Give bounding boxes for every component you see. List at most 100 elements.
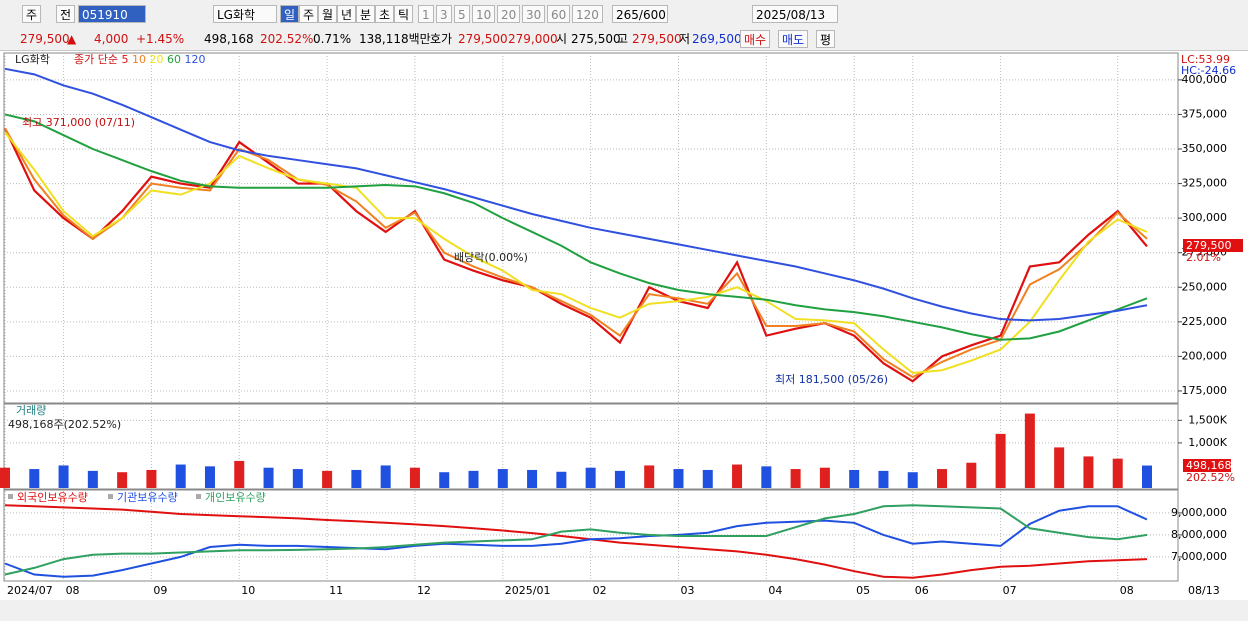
interval-button[interactable]: 10 bbox=[472, 5, 496, 23]
volume-bar bbox=[322, 470, 333, 488]
y-tick-label: 200,000 bbox=[1182, 349, 1228, 362]
volume-bar bbox=[380, 465, 391, 488]
volume-bar bbox=[1054, 447, 1065, 488]
last-volume-box bbox=[1183, 459, 1231, 472]
x-tick-label: 12 bbox=[417, 584, 431, 597]
y-tick-label: 175,000 bbox=[1182, 384, 1228, 397]
legend-swatch bbox=[8, 494, 13, 499]
period-button[interactable]: 분 bbox=[356, 5, 376, 23]
period-button[interactable]: 초 bbox=[375, 5, 395, 23]
buy-button[interactable]: 매수 bbox=[740, 30, 771, 48]
x-tick-label: 05 bbox=[856, 584, 870, 597]
sell-button[interactable]: 매도 bbox=[778, 30, 809, 48]
legend: 종가 단순 5 10 20 60 120 bbox=[74, 53, 205, 66]
last-price-box bbox=[1183, 239, 1243, 252]
volume-bar bbox=[1083, 456, 1094, 488]
y-tick-label: 225,000 bbox=[1182, 315, 1228, 328]
period-button[interactable]: 월 bbox=[318, 5, 338, 23]
interval-button[interactable]: 3 bbox=[436, 5, 452, 23]
legend-entry: 개인보유수량 bbox=[205, 491, 266, 504]
volume-pct: 202.52% bbox=[260, 32, 314, 46]
annotation: 최저 181,500 (05/26) bbox=[775, 373, 888, 386]
arrow: ▲ bbox=[67, 32, 77, 46]
period-button[interactable]: 일 bbox=[280, 5, 300, 23]
panel-label: LG화학 bbox=[15, 53, 50, 66]
last-volume: 498,168 bbox=[1186, 459, 1232, 472]
corner-label: LC:53.99 bbox=[1181, 53, 1230, 66]
series-line bbox=[4, 504, 1148, 579]
volume-bar bbox=[585, 467, 596, 488]
volume-bar bbox=[1112, 458, 1123, 488]
chart-area: 2024/07 08 09 10 11 12 2025/01 02 03 04 05 06 07 08 08… bbox=[0, 52, 1248, 621]
volume-bar bbox=[439, 472, 450, 488]
stock-name: LG화학 bbox=[213, 5, 277, 23]
quote-label: 호가 bbox=[430, 32, 453, 46]
eval-button[interactable]: 평 bbox=[816, 30, 836, 48]
period-button[interactable]: 주 bbox=[299, 5, 319, 23]
count-max: /600 bbox=[638, 8, 666, 22]
ask: 279,500 bbox=[458, 32, 508, 46]
scrollbar[interactable] bbox=[0, 600, 1248, 621]
legend-swatch bbox=[108, 494, 113, 499]
count: 265 bbox=[616, 8, 639, 22]
volume-bar bbox=[29, 469, 40, 488]
info-bar: 279,500 ▲ 4,000 +1.45% 498,168 202.52% 0… bbox=[0, 28, 1248, 51]
volume-bar bbox=[995, 433, 1006, 488]
market-select[interactable]: 주 bbox=[22, 5, 42, 23]
period-button[interactable]: 틱 bbox=[394, 5, 414, 23]
open-label: 시 bbox=[556, 32, 568, 46]
y-tick-label: 325,000 bbox=[1182, 177, 1228, 190]
legend-entry: 20 bbox=[149, 53, 163, 66]
volume-bar bbox=[1142, 465, 1152, 488]
x-tick-label: 10 bbox=[241, 584, 255, 597]
change: 4,000 bbox=[94, 32, 129, 46]
volume-bar bbox=[117, 472, 128, 488]
interval-button[interactable]: 1 bbox=[418, 5, 434, 23]
x-tick-label: 2025/01 bbox=[505, 584, 551, 597]
prev-button[interactable]: 전 bbox=[56, 5, 76, 23]
volume-bar bbox=[351, 469, 362, 488]
date-input[interactable]: 2025/08/13 bbox=[752, 5, 838, 23]
bid: 279,000 bbox=[508, 32, 558, 46]
volume-bar bbox=[937, 469, 948, 488]
interval-button[interactable]: 120 bbox=[572, 5, 603, 23]
amount: 138,118백만 bbox=[359, 32, 431, 46]
x-tick-label: 08 bbox=[1120, 584, 1134, 597]
volume-bar bbox=[1024, 413, 1035, 488]
legend-entry: 기관보유수량 bbox=[117, 491, 178, 504]
series-line bbox=[4, 127, 1148, 383]
x-tick-label: 08 bbox=[66, 584, 80, 597]
last-volume-change: 202.52% bbox=[1186, 471, 1235, 484]
period-button[interactable]: 년 bbox=[337, 5, 357, 23]
volume-bar bbox=[527, 469, 538, 488]
y-tick-label: 350,000 bbox=[1182, 142, 1228, 155]
y-tick-label: 9,000,000 bbox=[1171, 506, 1227, 519]
x-end-label: 08/13 bbox=[1188, 584, 1220, 597]
legend-entry: 120 bbox=[184, 53, 205, 66]
volume-bar bbox=[878, 470, 889, 488]
high-label: 고 bbox=[617, 32, 629, 46]
volume-bar bbox=[966, 462, 977, 488]
x-tick-label: 04 bbox=[768, 584, 782, 597]
volume-bar bbox=[204, 466, 215, 488]
y-tick-label: 375,000 bbox=[1182, 107, 1228, 120]
interval-button[interactable]: 5 bbox=[454, 5, 470, 23]
low-label: 저 bbox=[679, 32, 691, 46]
x-tick-label: 02 bbox=[593, 584, 607, 597]
x-tick-label: 09 bbox=[153, 584, 167, 597]
series-line bbox=[4, 113, 1148, 341]
y-tick-label: 7,000,000 bbox=[1171, 550, 1227, 563]
code-input[interactable]: 051910 bbox=[78, 5, 146, 23]
annotation: 배당락(0.00%) bbox=[454, 251, 528, 264]
volume-bar bbox=[0, 467, 10, 488]
volume-bar bbox=[790, 469, 801, 488]
volume-bar bbox=[87, 470, 98, 488]
interval-button[interactable]: 30 bbox=[522, 5, 546, 23]
interval-button[interactable]: 60 bbox=[547, 5, 571, 23]
interval-button[interactable]: 20 bbox=[497, 5, 521, 23]
count-input[interactable]: 265/600 bbox=[612, 5, 668, 23]
volume-bar bbox=[732, 464, 743, 488]
y-tick-label: 250,000 bbox=[1182, 280, 1228, 293]
legend-entry: 10 bbox=[132, 53, 146, 66]
